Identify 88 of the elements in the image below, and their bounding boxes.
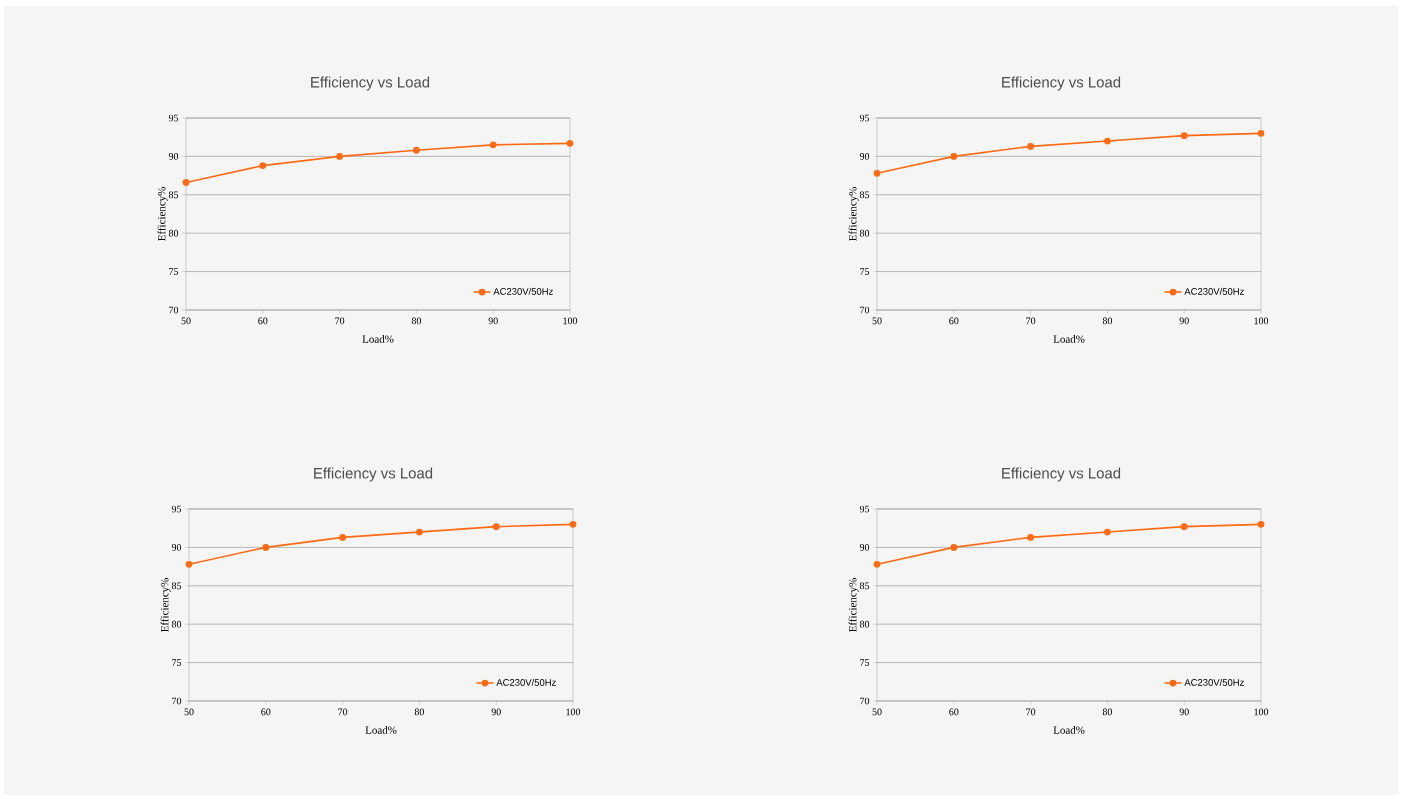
point [950,544,958,551]
y-tick-label: 95 [859,505,870,513]
x-tick-label: 80 [411,317,422,325]
x-tick-label: 80 [414,708,425,716]
y-tick-label: 90 [859,544,870,551]
point [185,560,193,568]
point [1104,137,1111,145]
point [492,523,500,531]
x-tick-label: 80 [1102,708,1113,716]
y-tick-label: 85 [168,191,179,199]
y-tick-label: 70 [860,306,870,314]
y-tick-label: 80 [859,620,870,628]
y-tick-label: 70 [860,697,870,705]
chart-title: Efficiency vs Load [311,76,430,91]
x-tick-label: 50 [872,708,882,716]
x-axis-title: Load% [1053,726,1085,734]
y-tick-label: 70 [172,697,182,705]
chart-title: Efficiency vs Load [314,467,433,482]
point [489,141,497,149]
x-axis-title: Load% [1053,335,1085,343]
point [1257,520,1265,528]
point [416,528,423,536]
point [262,544,270,551]
y-tick-label: 80 [859,229,870,237]
legend-label: AC230V/50Hz [496,678,556,686]
point [1104,528,1111,536]
y-tick-label: 95 [171,505,182,513]
point [1027,143,1035,150]
y-tick-label: 70 [169,306,179,314]
y-axis-title: Efficiency% [157,187,168,241]
y-tick-label: 75 [860,268,870,275]
y-tick-label: 90 [168,153,179,160]
chart-title: Efficiency vs Load [1002,467,1121,482]
point [1180,132,1188,140]
point [873,169,881,177]
y-axis-title: Efficiency% [848,578,859,632]
x-tick-label: 90 [1179,708,1189,716]
y-tick-label: 95 [168,114,179,122]
x-tick-label: 100 [1254,708,1269,716]
point [569,520,577,528]
x-tick-label: 70 [338,708,348,716]
point [1257,129,1265,137]
x-tick-label: 100 [563,317,578,325]
y-tick-label: 75 [860,659,870,666]
y-axis-title: Efficiency% [848,187,859,241]
x-tick-label: 100 [566,708,581,716]
x-tick-label: 70 [1026,708,1036,716]
x-tick-label: 70 [335,317,345,325]
x-axis-title: Load% [362,335,394,343]
x-tick-label: 60 [949,708,959,716]
x-tick-label: 90 [488,317,498,325]
legend-label: AC230V/50Hz [1184,678,1244,686]
x-tick-label: 60 [258,317,268,325]
point [1027,534,1035,541]
chart-title: Efficiency vs Load [1002,76,1121,91]
y-tick-label: 85 [859,191,870,199]
point [339,534,346,541]
point [566,139,574,147]
point [259,162,267,169]
y-axis-title: Efficiency% [160,578,171,632]
point [950,152,958,160]
point [873,560,881,568]
y-tick-label: 80 [168,229,179,237]
legend-label: AC230V/50Hz [1184,287,1244,295]
x-axis-title: Load% [365,726,397,734]
x-tick-label: 60 [949,317,959,325]
y-tick-label: 75 [172,659,182,666]
x-tick-label: 80 [1102,317,1113,325]
point [182,179,190,186]
point [413,146,420,154]
y-tick-label: 90 [171,544,182,551]
y-tick-label: 95 [859,114,870,122]
y-tick-label: 90 [859,153,870,160]
y-tick-label: 80 [171,620,182,628]
x-tick-label: 60 [261,708,271,716]
legend-label: AC230V/50Hz [493,287,553,295]
x-tick-label: 50 [872,317,882,325]
x-tick-label: 100 [1254,317,1269,325]
y-tick-label: 75 [169,268,179,275]
point [336,152,343,160]
y-tick-label: 85 [171,582,182,590]
x-tick-label: 50 [181,317,191,325]
point [1180,523,1188,531]
y-tick-label: 85 [859,582,870,590]
x-tick-label: 90 [1179,317,1189,325]
x-tick-label: 70 [1026,317,1036,325]
x-tick-label: 90 [491,708,501,716]
x-tick-label: 50 [184,708,194,716]
